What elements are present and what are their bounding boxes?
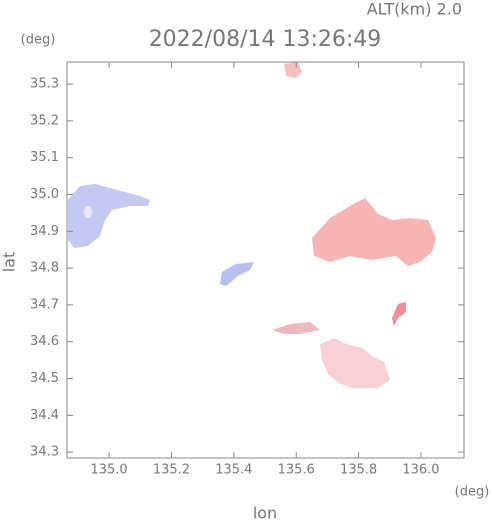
x-tick-label: 135.2 — [153, 463, 190, 478]
y-tick-label: 34.9 — [30, 224, 59, 239]
y-unit: (deg) — [21, 33, 56, 48]
y-tick-label: 35.0 — [30, 187, 59, 202]
x-tick-label: 135.6 — [278, 463, 315, 478]
x-tick-label: 135.4 — [215, 463, 252, 478]
y-tick-label: 34.8 — [30, 261, 59, 276]
x-axis-label: lon — [253, 504, 277, 521]
y-tick-label: 34.7 — [30, 297, 59, 312]
y-tick-label: 34.3 — [30, 445, 59, 460]
y-tick-label: 34.5 — [30, 371, 59, 386]
y-tick-label: 35.2 — [30, 113, 59, 128]
x-unit: (deg) — [455, 485, 490, 500]
y-tick-label: 34.4 — [30, 408, 59, 423]
x-tick-label: 136.0 — [402, 463, 439, 478]
y-axis-label: lat — [0, 252, 19, 273]
plot-frame — [66, 61, 465, 459]
y-tick-label: 35.3 — [30, 77, 59, 92]
chart-title: 2022/08/14 13:26:49 — [149, 27, 382, 52]
echoes — [68, 62, 436, 388]
y-tick-label: 35.1 — [30, 150, 59, 165]
subtitle: ALT(km) 2.0 — [367, 0, 462, 19]
x-tick-label: 135.8 — [340, 463, 377, 478]
y-tick-label: 34.6 — [30, 334, 59, 349]
x-tick-label: 135.0 — [90, 463, 127, 478]
